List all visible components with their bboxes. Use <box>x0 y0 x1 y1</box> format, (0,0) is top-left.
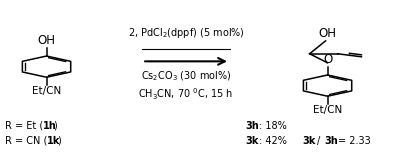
Text: : 18%: : 18% <box>259 121 287 131</box>
Text: : 42%: : 42% <box>259 136 287 146</box>
Text: Et/CN: Et/CN <box>32 86 61 96</box>
Text: = 2.33: = 2.33 <box>338 136 370 146</box>
Text: 2, PdCl$_2$(dppf) (5 mol%): 2, PdCl$_2$(dppf) (5 mol%) <box>128 26 244 39</box>
Text: 3h: 3h <box>325 136 338 146</box>
Text: 1h: 1h <box>42 121 56 131</box>
Text: Et/CN: Et/CN <box>313 104 342 115</box>
Text: ): ) <box>53 121 57 131</box>
Text: ): ) <box>57 136 61 146</box>
Text: O: O <box>323 53 332 66</box>
Text: OH: OH <box>318 27 336 40</box>
Text: R = CN (: R = CN ( <box>5 136 47 146</box>
Text: 3k: 3k <box>246 136 259 146</box>
Text: 1k: 1k <box>46 136 60 146</box>
Text: R = Et (: R = Et ( <box>5 121 43 131</box>
Text: /: / <box>317 136 323 146</box>
Text: 3h: 3h <box>246 121 260 131</box>
Text: CH$_3$CN, 70 $^0$C, 15 h: CH$_3$CN, 70 $^0$C, 15 h <box>138 87 234 103</box>
Text: 3k: 3k <box>303 136 316 146</box>
Text: OH: OH <box>38 34 56 47</box>
Text: Cs$_2$CO$_3$ (30 mol%): Cs$_2$CO$_3$ (30 mol%) <box>141 70 231 83</box>
